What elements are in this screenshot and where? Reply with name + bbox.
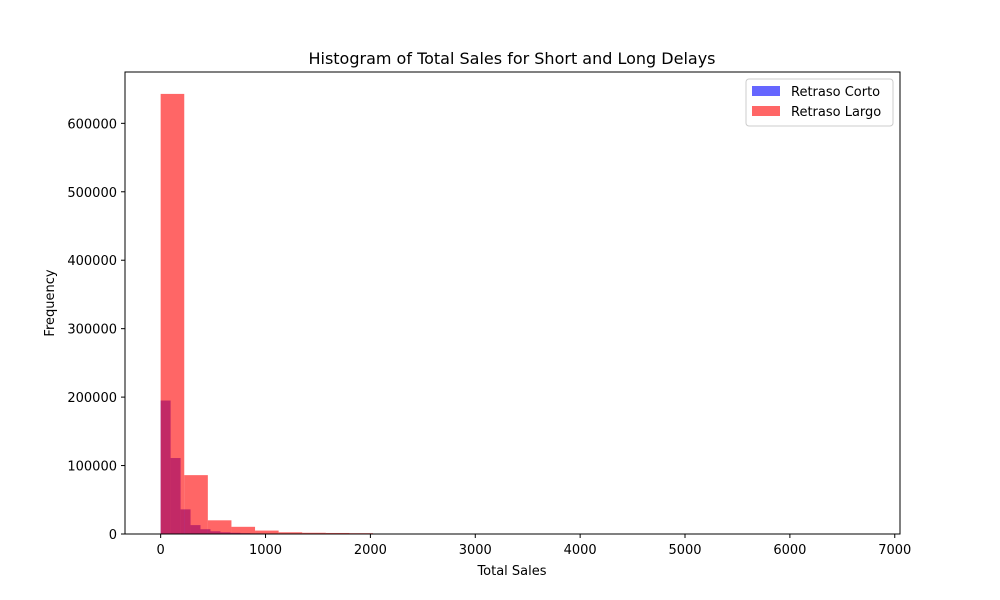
bar-retraso-largo-7: [325, 532, 350, 534]
legend-frame: [745, 78, 894, 127]
x-tick-label: 7000: [878, 543, 911, 558]
bar-retraso-largo-6: [302, 532, 326, 534]
y-tick-label: 400000: [67, 254, 117, 269]
bar-retraso-largo-2: [207, 520, 232, 534]
legend-swatch-retraso-largo: [752, 106, 780, 116]
x-tick-label: 3000: [459, 543, 492, 558]
bars-layer: [160, 93, 869, 534]
bar-retraso-largo-5: [278, 532, 303, 534]
chart-title: Histogram of Total Sales for Short and L…: [308, 49, 715, 68]
x-tick-label: 2000: [354, 543, 387, 558]
y-tick-label: 100000: [67, 460, 117, 475]
bar-retraso-largo-3: [231, 526, 256, 534]
y-tick-label: 200000: [67, 391, 117, 406]
bar-retraso-largo-0: [160, 93, 185, 534]
y-axis-ticks: 0 100000 200000 300000 400000 500000 600000: [67, 117, 125, 543]
x-axis-ticks: 0 1000 2000 3000 4000 5000 6000 7000: [157, 534, 911, 558]
legend-label-retraso-largo: Retraso Largo: [791, 105, 881, 120]
x-tick-label: 4000: [564, 543, 597, 558]
x-tick-label: 6000: [773, 543, 806, 558]
legend-label-retraso-corto: Retraso Corto: [791, 85, 880, 100]
x-tick-label: 0: [157, 543, 165, 558]
x-tick-label: 1000: [249, 543, 282, 558]
y-tick-label: 500000: [67, 186, 117, 201]
legend: Retraso Corto Retraso Largo: [745, 78, 894, 127]
y-axis-label: Frequency: [43, 269, 58, 336]
bar-retraso-largo-4: [255, 530, 279, 534]
x-tick-label: 5000: [668, 543, 701, 558]
y-tick-label: 300000: [67, 323, 117, 338]
x-axis-label: Total Sales: [476, 564, 546, 579]
plot-frame: [124, 71, 901, 535]
y-tick-label: 600000: [67, 117, 117, 132]
bar-retraso-largo-1: [184, 475, 208, 534]
legend-swatch-retraso-corto: [752, 86, 780, 96]
y-tick-label: 0: [109, 528, 117, 543]
